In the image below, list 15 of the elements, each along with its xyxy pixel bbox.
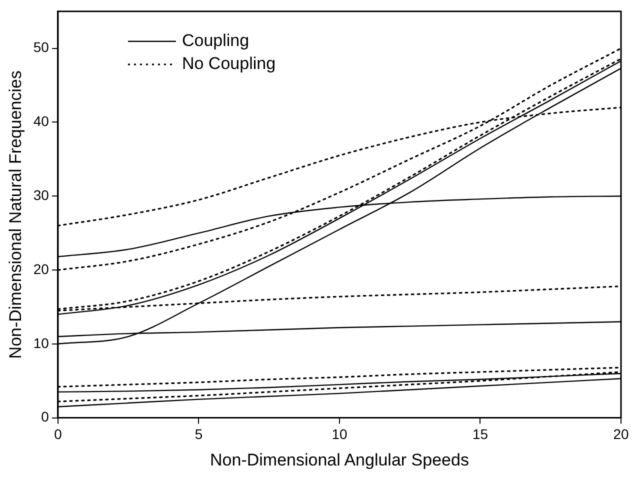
y-tick-label: 20 — [33, 260, 50, 277]
x-tick-label: 20 — [613, 426, 629, 442]
x-tick-label: 15 — [472, 426, 488, 442]
x-tick-label: 10 — [332, 426, 348, 442]
x-tick-label: 0 — [54, 426, 62, 442]
legend-label: Coupling — [182, 31, 250, 50]
x-axis-title: Non-Dimensional Anglular Speeds — [210, 450, 469, 470]
x-tick-label: 5 — [194, 426, 203, 442]
legend-label: No Coupling — [182, 54, 276, 74]
y-tick-label: 50 — [33, 39, 50, 56]
y-tick-label: 40 — [33, 113, 50, 130]
y-tick-label: 0 — [41, 408, 50, 425]
y-tick-label: 10 — [33, 334, 50, 351]
y-axis-title: Non-Dimensional Natural Frequencies — [6, 70, 25, 359]
y-tick-label: 30 — [33, 186, 50, 203]
